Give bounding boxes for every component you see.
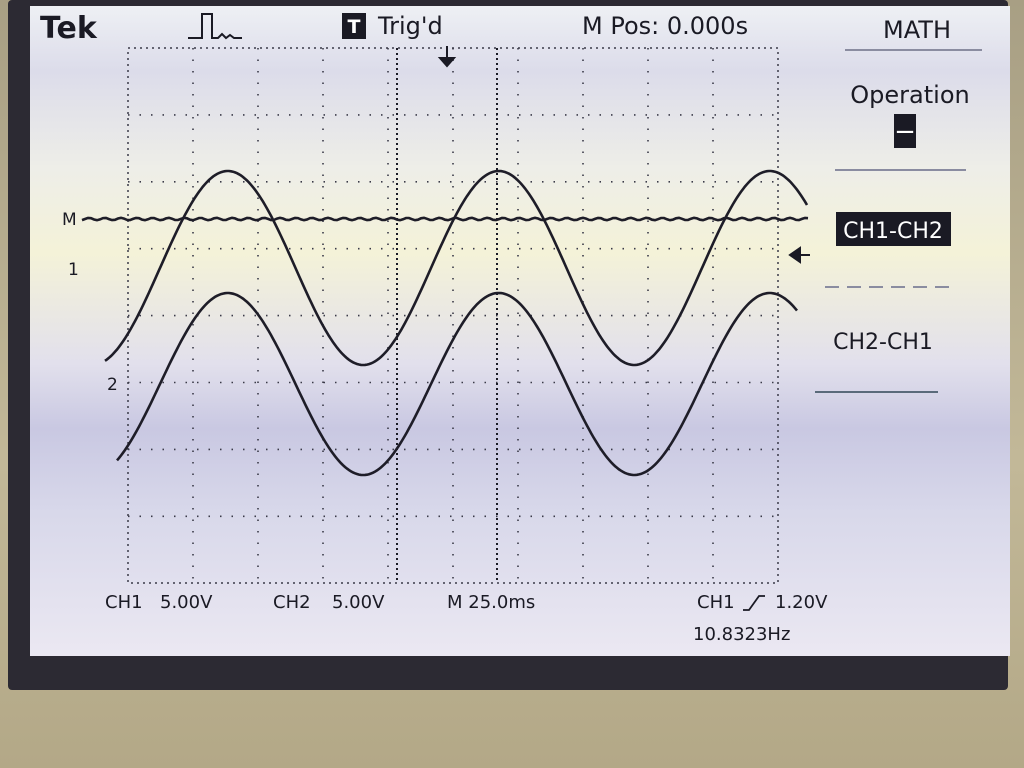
ch2-label: CH2 [273,592,311,613]
position: M Pos: 0.000s [582,12,748,40]
ch2-waveform [116,291,798,477]
math-waveform [81,216,809,222]
menu-option[interactable]: CH2-CH1 [833,330,933,355]
ch1-scale: 5.00V [160,592,213,613]
trigger-status: Trig'd [377,12,443,40]
menu-option[interactable]: CH1-CH2 [843,219,943,244]
brand: Tek [40,11,98,46]
ch2-marker: 2 [107,375,118,395]
operation-label: Operation [850,81,969,109]
operation-box [894,114,916,148]
option-highlight [836,212,951,246]
trigger-level-arrow [788,246,810,264]
trigger-level: 1.20V [775,592,828,613]
ch1-label: CH1 [105,592,143,613]
timebase: M 25.0ms [447,592,535,613]
trigger-slope-icon [743,595,765,611]
menu-title: MATH [883,16,951,44]
acquire-icon [188,13,242,40]
ch1-waveform [104,169,809,367]
trigger-icon: T [348,16,361,38]
trigger-icon-box [342,13,366,39]
ch1-marker: 1 [68,260,79,280]
trigger-source: CH1 [697,592,735,613]
trigger-position-arrow [437,46,457,68]
operation-value: − [894,117,916,147]
ch2-scale: 5.00V [332,592,385,613]
frequency: 10.8323Hz [693,624,790,645]
math-marker: M [62,210,77,230]
